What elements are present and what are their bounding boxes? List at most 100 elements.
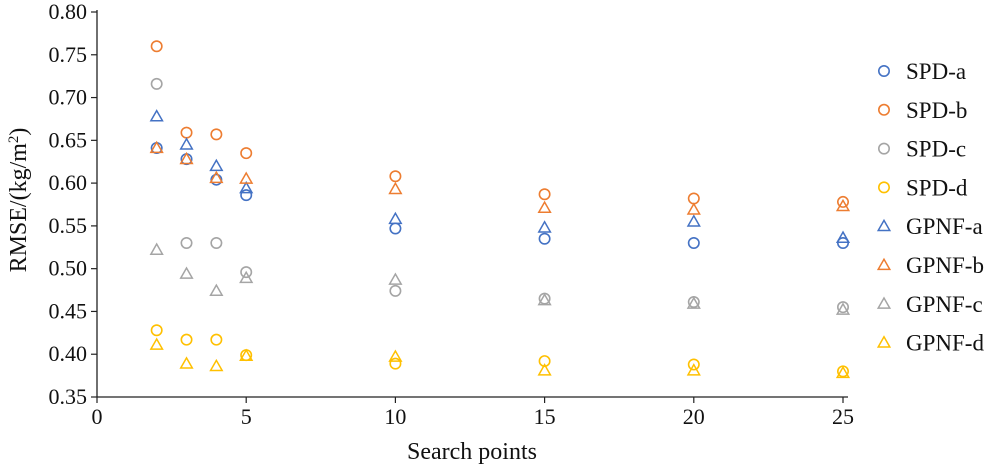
legend-label: GPNF-b <box>906 253 984 278</box>
data-point <box>150 77 163 90</box>
data-point <box>687 237 700 250</box>
legend-label: SPD-a <box>906 59 966 84</box>
data-point <box>209 358 224 372</box>
y-tick-label: 0.70 <box>49 85 88 110</box>
data-point <box>180 126 193 139</box>
y-tick-label: 0.45 <box>49 298 88 323</box>
data-point <box>210 128 223 141</box>
data-point <box>240 266 253 279</box>
data-point <box>180 237 193 250</box>
data-point <box>150 40 163 53</box>
x-ticks: 0 5 10 15 20 25 <box>92 397 854 429</box>
y-tick-label: 0.80 <box>49 0 88 24</box>
data-point <box>150 324 163 337</box>
data-point <box>686 296 701 309</box>
legend-marker <box>876 257 892 271</box>
data-point <box>686 363 701 376</box>
series-spd-a <box>150 142 849 250</box>
data-point <box>149 140 164 154</box>
x-tick-label: 25 <box>832 404 854 429</box>
legend-item: SPD-d <box>877 175 968 200</box>
series-gpnf-b <box>149 140 851 215</box>
x-tick-label: 15 <box>534 404 556 429</box>
data-point <box>240 189 253 202</box>
data-point <box>835 230 851 243</box>
data-point <box>209 283 224 297</box>
legend-item: GPNF-a <box>876 214 983 239</box>
data-point <box>239 171 254 184</box>
x-tick-label: 10 <box>384 404 406 429</box>
data-marks <box>149 40 851 379</box>
y-ticks: 0.35 0.40 0.45 0.50 0.55 0.60 0.65 0.70 0.75 0.80 <box>49 0 97 409</box>
legend-label: SPD-c <box>906 137 966 162</box>
y-tick-label: 0.75 <box>49 42 88 67</box>
legend-label: GPNF-c <box>906 292 983 317</box>
legend-item: SPD-c <box>877 137 966 162</box>
data-point <box>538 232 551 245</box>
y-tick-label: 0.40 <box>49 341 88 366</box>
data-point <box>239 180 254 194</box>
legend-marker <box>877 181 890 194</box>
data-point <box>210 237 223 250</box>
data-point <box>209 170 224 184</box>
legend-marker <box>876 296 892 309</box>
x-tick-label: 5 <box>241 404 252 429</box>
series-spd-b <box>150 40 849 208</box>
legend-label: GPNF-a <box>906 214 983 239</box>
y-tick-label: 0.60 <box>49 170 88 195</box>
legend-label: SPD-b <box>906 98 967 123</box>
data-point <box>537 293 552 306</box>
legend-item: SPD-b <box>877 98 967 123</box>
data-point <box>389 222 402 235</box>
data-point <box>149 242 164 255</box>
data-point <box>149 337 164 350</box>
data-point <box>239 270 254 284</box>
legend-label: GPNF-d <box>906 331 984 356</box>
y-tick-label: 0.55 <box>49 213 88 238</box>
data-point <box>389 357 402 370</box>
data-point <box>388 272 403 285</box>
legend-marker <box>876 335 892 348</box>
legend-label: SPD-d <box>906 175 968 200</box>
data-point <box>389 170 402 183</box>
series-spd-d <box>150 324 849 378</box>
series-gpnf-c <box>149 242 851 315</box>
legend: SPD-a SPD-b SPD-c SPD-d GPNF-a GPNF-b GPNF-c GP… <box>876 59 984 356</box>
data-point <box>388 181 403 195</box>
data-point <box>836 195 849 208</box>
y-axis-title-superscript: 2 <box>6 136 22 144</box>
data-point <box>239 348 254 362</box>
legend-marker <box>876 218 892 232</box>
data-point <box>687 192 700 205</box>
legend-item: GPNF-d <box>876 331 984 356</box>
data-point <box>537 220 552 233</box>
data-point <box>388 211 403 225</box>
data-point <box>537 363 552 376</box>
y-tick-label: 0.35 <box>49 384 88 409</box>
legend-item: GPNF-c <box>876 292 983 317</box>
data-point <box>240 147 253 160</box>
legend-marker <box>877 65 890 78</box>
data-point <box>179 266 194 279</box>
data-point <box>180 333 193 346</box>
data-point <box>179 151 194 165</box>
y-tick-label: 0.50 <box>49 256 88 281</box>
series-gpnf-d <box>149 337 851 379</box>
y-axis-title-close: ) <box>6 128 32 136</box>
data-point <box>836 237 849 250</box>
data-point <box>389 284 402 297</box>
data-point <box>835 302 851 315</box>
x-tick-label: 0 <box>92 404 103 429</box>
data-point <box>209 158 224 172</box>
y-axis-title: RMSE/(kg/m2) <box>6 128 32 273</box>
data-point <box>538 355 551 368</box>
data-point <box>179 356 194 369</box>
legend-marker <box>877 103 890 116</box>
data-point <box>210 333 223 346</box>
y-axis-title-main: RMSE/(kg/m <box>6 143 32 273</box>
data-point <box>179 137 194 150</box>
axes <box>96 10 848 398</box>
data-point <box>686 202 701 215</box>
series-gpnf-a <box>149 109 851 243</box>
